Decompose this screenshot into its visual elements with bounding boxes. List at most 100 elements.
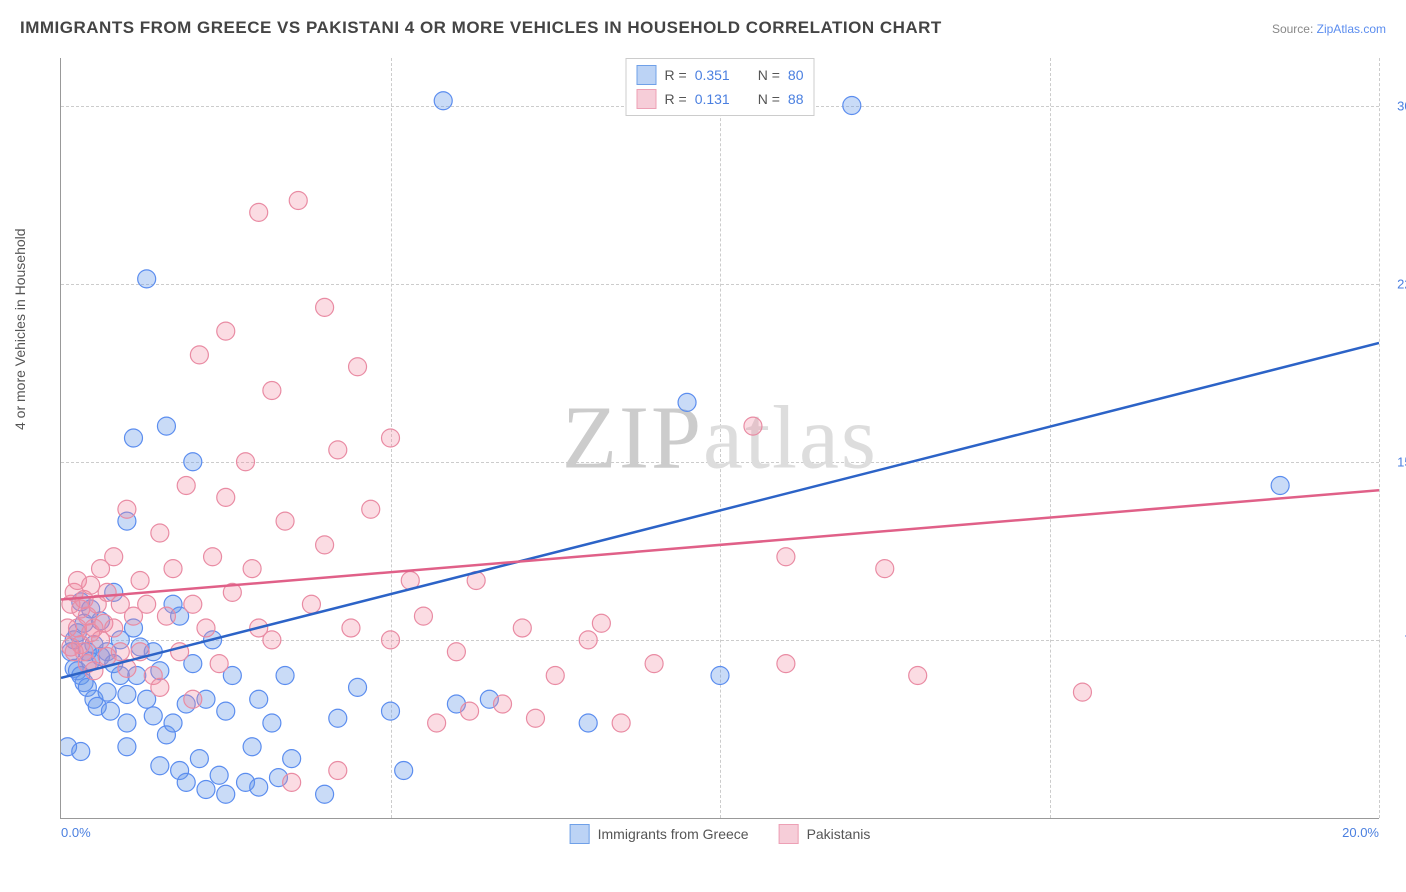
- y-axis-label: 4 or more Vehicles in Household: [12, 228, 28, 430]
- scatter-point: [164, 714, 182, 732]
- scatter-point: [382, 631, 400, 649]
- y-tick-label: 7.5%: [1384, 632, 1406, 647]
- scatter-point: [101, 702, 119, 720]
- scatter-point: [197, 619, 215, 637]
- x-tick-label: 20.0%: [1342, 825, 1379, 840]
- scatter-point: [349, 358, 367, 376]
- gridline-v: [1379, 58, 1380, 818]
- scatter-point: [210, 766, 228, 784]
- scatter-point: [210, 655, 228, 673]
- source-attribution: Source: ZipAtlas.com: [1272, 22, 1386, 36]
- scatter-point: [579, 631, 597, 649]
- y-tick-label: 22.5%: [1384, 276, 1406, 291]
- scatter-point: [414, 607, 432, 625]
- scatter-point: [190, 346, 208, 364]
- scatter-point: [1073, 683, 1091, 701]
- scatter-point: [362, 500, 380, 518]
- scatter-point: [157, 607, 175, 625]
- scatter-point: [283, 750, 301, 768]
- scatter-point: [124, 429, 142, 447]
- regression-line: [61, 490, 1379, 599]
- scatter-plot-svg: [61, 58, 1379, 818]
- scatter-point: [138, 595, 156, 613]
- scatter-point: [111, 643, 129, 661]
- scatter-point: [250, 203, 268, 221]
- y-tick-label: 15.0%: [1384, 454, 1406, 469]
- source-link[interactable]: ZipAtlas.com: [1317, 22, 1386, 36]
- legend-stats-box: R = 0.351 N = 80 R = 0.131 N = 88: [626, 58, 815, 116]
- source-label: Source:: [1272, 22, 1313, 36]
- scatter-point: [876, 560, 894, 578]
- scatter-point: [243, 738, 261, 756]
- scatter-point: [177, 477, 195, 495]
- y-tick-label: 30.0%: [1384, 98, 1406, 113]
- scatter-point: [82, 576, 100, 594]
- scatter-point: [592, 614, 610, 632]
- scatter-point: [744, 417, 762, 435]
- scatter-point: [909, 667, 927, 685]
- scatter-point: [302, 595, 320, 613]
- scatter-point: [843, 97, 861, 115]
- legend-swatch-greece: [570, 824, 590, 844]
- scatter-point: [711, 667, 729, 685]
- scatter-point: [190, 750, 208, 768]
- scatter-point: [316, 298, 334, 316]
- scatter-point: [263, 714, 281, 732]
- scatter-point: [777, 548, 795, 566]
- scatter-point: [184, 453, 202, 471]
- scatter-point: [1271, 477, 1289, 495]
- scatter-point: [276, 512, 294, 530]
- scatter-point: [382, 702, 400, 720]
- scatter-point: [329, 762, 347, 780]
- scatter-point: [72, 743, 90, 761]
- scatter-point: [329, 709, 347, 727]
- scatter-point: [349, 678, 367, 696]
- scatter-point: [118, 738, 136, 756]
- scatter-point: [263, 631, 281, 649]
- scatter-point: [217, 785, 235, 803]
- scatter-point: [105, 619, 123, 637]
- scatter-point: [250, 778, 268, 796]
- scatter-point: [184, 690, 202, 708]
- legend-item-greece: Immigrants from Greece: [570, 824, 749, 844]
- scatter-point: [197, 781, 215, 799]
- scatter-point: [177, 773, 195, 791]
- scatter-point: [316, 536, 334, 554]
- legend-swatch-pakistani: [637, 89, 657, 109]
- scatter-point: [579, 714, 597, 732]
- scatter-point: [184, 595, 202, 613]
- scatter-point: [217, 488, 235, 506]
- scatter-point: [164, 560, 182, 578]
- scatter-point: [461, 702, 479, 720]
- scatter-point: [250, 690, 268, 708]
- legend-stats-row: R = 0.131 N = 88: [637, 87, 804, 111]
- scatter-point: [645, 655, 663, 673]
- scatter-point: [678, 393, 696, 411]
- scatter-point: [118, 500, 136, 518]
- scatter-point: [151, 524, 169, 542]
- scatter-point: [144, 707, 162, 725]
- scatter-point: [118, 686, 136, 704]
- regression-line: [61, 343, 1379, 678]
- scatter-point: [428, 714, 446, 732]
- scatter-point: [447, 643, 465, 661]
- scatter-point: [237, 453, 255, 471]
- chart-title: IMMIGRANTS FROM GREECE VS PAKISTANI 4 OR…: [20, 18, 942, 38]
- scatter-point: [118, 714, 136, 732]
- scatter-point: [204, 548, 222, 566]
- scatter-point: [105, 548, 123, 566]
- legend-stats-row: R = 0.351 N = 80: [637, 63, 804, 87]
- scatter-point: [526, 709, 544, 727]
- x-tick-label: 0.0%: [61, 825, 91, 840]
- scatter-point: [316, 785, 334, 803]
- scatter-point: [151, 678, 169, 696]
- scatter-point: [276, 667, 294, 685]
- legend-swatch-pakistani: [779, 824, 799, 844]
- scatter-point: [243, 560, 261, 578]
- scatter-point: [138, 270, 156, 288]
- scatter-point: [546, 667, 564, 685]
- scatter-point: [289, 192, 307, 210]
- chart-plot-area: ZIPatlas R = 0.351 N = 80 R = 0.131 N = …: [60, 58, 1379, 819]
- scatter-point: [151, 757, 169, 775]
- scatter-point: [434, 92, 452, 110]
